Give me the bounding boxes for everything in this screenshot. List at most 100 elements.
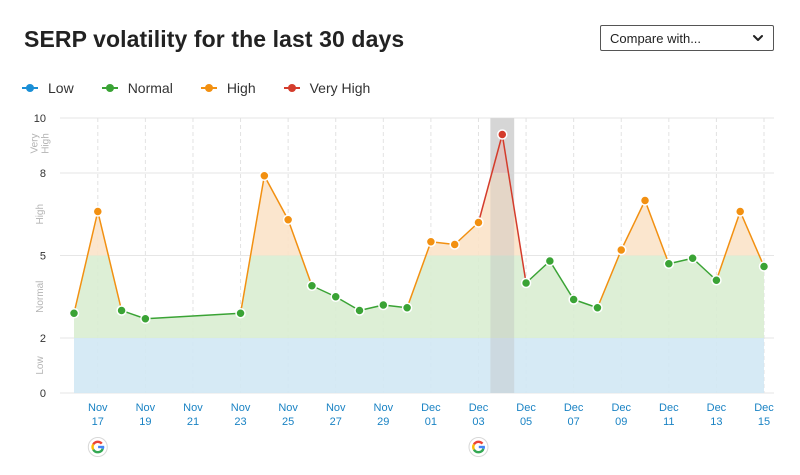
y-tick-label: 2 (40, 333, 46, 345)
zone-label-text: High (41, 133, 52, 154)
x-tick-label-month: Dec (516, 402, 536, 414)
data-point (354, 305, 365, 316)
x-tick-label-day: 11 (663, 416, 674, 428)
series-line-segment (406, 241, 432, 309)
data-point (663, 258, 675, 269)
highlight-overlay (490, 118, 515, 393)
zone-label-text: Very (30, 133, 41, 153)
legend-label: Low (48, 80, 74, 96)
x-tick-label-day: 27 (330, 416, 342, 428)
google-icon-bg (87, 437, 108, 457)
data-point (306, 280, 318, 291)
google-icon[interactable] (468, 437, 489, 457)
x-tick-label-month: Nov (136, 402, 156, 414)
data-point (235, 308, 246, 319)
chart-legend: Low Normal High Very High (22, 80, 398, 96)
google-icon-arc (92, 440, 103, 446)
x-tick-label-month: Nov (183, 402, 203, 414)
google-icon-arc (92, 448, 104, 454)
x-tick-label-month: Nov (278, 402, 298, 414)
legend-item-low[interactable]: Low (22, 80, 74, 96)
zone-label: Low (35, 356, 46, 375)
series-line-segment (145, 312, 241, 320)
compare-dropdown-label: Compare with... (610, 30, 702, 46)
data-point (520, 277, 532, 289)
legend-marker-icon (200, 84, 217, 92)
series-line-segment (501, 134, 527, 284)
google-icon-arc (472, 448, 485, 454)
zone-fill-low (74, 338, 764, 393)
chevron-down-icon (753, 35, 763, 41)
legend-marker-icon (101, 84, 118, 92)
data-point (615, 244, 627, 256)
x-tick-label-day: 09 (615, 416, 627, 428)
data-point (687, 253, 698, 264)
zone-label-text: High (35, 204, 46, 225)
series-line-segment (715, 211, 741, 281)
data-point (140, 313, 151, 324)
x-tick-label-month: Dec (421, 402, 441, 414)
x-tick-label-month: Dec (659, 402, 679, 414)
compare-dropdown[interactable]: Compare with... (600, 25, 774, 51)
series-line-segment (620, 200, 646, 251)
series-line-segment (73, 211, 99, 314)
x-tick-label-day: 15 (758, 416, 770, 428)
x-tick-label-month: Dec (469, 402, 489, 414)
data-point (473, 217, 484, 228)
data-point (639, 195, 651, 206)
google-icon-bg (468, 437, 489, 457)
data-point (259, 170, 270, 181)
data-point (449, 239, 460, 250)
x-tick-label-day: 13 (710, 416, 722, 428)
y-tick-label: 0 (40, 388, 46, 400)
data-point (116, 305, 127, 316)
google-icon-arc (472, 443, 476, 451)
series-line-segment (239, 175, 266, 314)
series-line-segment (454, 221, 479, 246)
legend-label: Normal (127, 80, 173, 96)
zone-label-text: Normal (35, 281, 46, 313)
data-point (711, 275, 722, 286)
data-point (92, 206, 104, 217)
series-line-segment (739, 211, 765, 267)
data-point (734, 206, 746, 217)
legend-item-very-high[interactable]: Very High (283, 80, 371, 96)
series-line-segment (97, 211, 123, 311)
data-point (330, 291, 341, 302)
zone-fill-normal (74, 255, 764, 338)
series-line-segment (525, 260, 551, 284)
x-tick-label-month: Dec (754, 402, 774, 414)
legend-marker-icon (22, 84, 38, 92)
x-tick-label-month: Dec (564, 402, 584, 414)
data-point (758, 261, 770, 272)
legend-item-normal[interactable]: Normal (101, 80, 173, 96)
x-tick-label-month: Dec (707, 402, 727, 414)
series-line-segment (596, 249, 622, 309)
series-line-segment (549, 260, 575, 300)
series-line-segment (692, 257, 717, 281)
legend-item-high[interactable]: High (200, 80, 256, 96)
x-tick-label-day: 19 (139, 416, 151, 428)
zone-label: Very High (30, 133, 52, 154)
x-tick-label-day: 01 (425, 416, 437, 428)
y-tick-label: 5 (40, 251, 46, 263)
google-icon-arc (91, 443, 95, 451)
x-tick-label-day: 17 (92, 416, 104, 428)
x-tick-label-month: Nov (231, 402, 251, 414)
data-point (282, 214, 294, 225)
zone-label: High (35, 204, 46, 225)
legend-label: Very High (309, 80, 371, 96)
zone-label: Normal (35, 281, 46, 313)
series-line-segment (477, 134, 503, 223)
x-tick-label-day: 03 (472, 416, 484, 428)
x-tick-label-day: 25 (282, 416, 294, 428)
x-tick-label-day: 29 (377, 416, 389, 428)
x-tick-label-month: Dec (611, 402, 631, 414)
data-point (401, 302, 413, 313)
x-tick-label-day: 23 (234, 416, 246, 428)
x-tick-label-day: 07 (568, 416, 580, 428)
google-icon[interactable] (87, 437, 108, 457)
y-tick-label: 8 (40, 168, 46, 180)
x-tick-label-month: Nov (374, 402, 394, 414)
